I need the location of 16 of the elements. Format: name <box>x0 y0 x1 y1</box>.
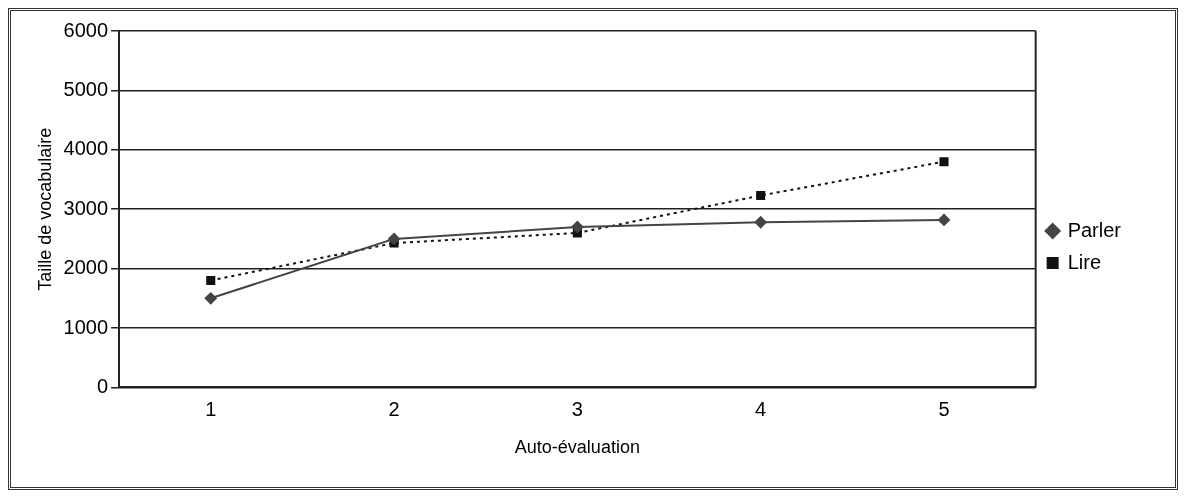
y-axis-title: Taille de vocabulaire <box>34 127 55 291</box>
y-tick-label: 6000 <box>63 18 109 41</box>
legend-label: Parler <box>1067 218 1122 241</box>
y-tick-label: 0 <box>96 374 109 397</box>
legend-label: Lire <box>1067 250 1102 273</box>
x-tick-label: 1 <box>205 397 217 420</box>
y-tick-label: 1000 <box>63 315 109 338</box>
x-axis-title: Auto-évaluation <box>514 437 640 458</box>
y-tick-label: 5000 <box>63 77 109 100</box>
x-tick-label: 4 <box>755 397 767 420</box>
y-tick-label: 4000 <box>63 137 109 160</box>
y-tick-label: 3000 <box>63 196 109 219</box>
x-tick-label: 5 <box>938 397 950 420</box>
x-tick-label: 3 <box>571 397 583 420</box>
y-tick-label: 2000 <box>63 256 109 279</box>
x-tick-label: 2 <box>388 397 400 420</box>
